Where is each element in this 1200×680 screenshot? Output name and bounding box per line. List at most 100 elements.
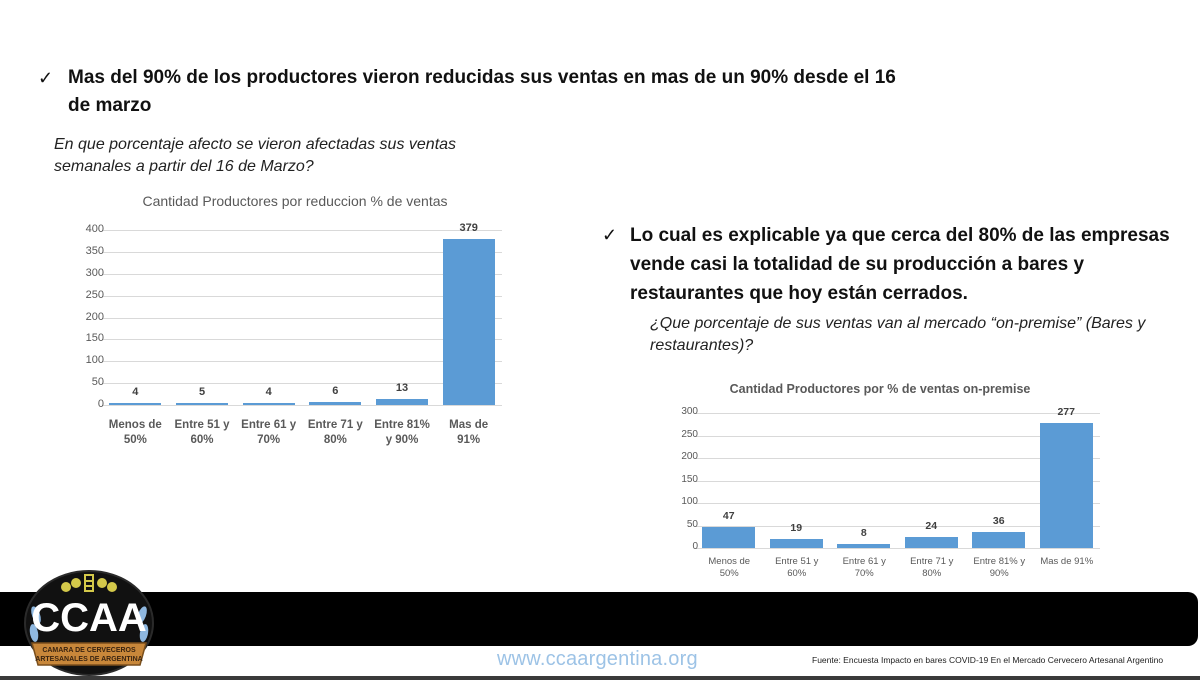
x-tick-label-line: Entre 81% [374,419,430,431]
y-tick-label: 200 [85,310,104,323]
y-tick-label: 300 [85,266,104,279]
x-tick-label: Entre 81% y 90% [369,418,435,448]
ccaa-logo: CCAA CAMARA DE CERVECEROS ARTESANALES DE… [20,565,158,677]
data-label: 47 [722,509,735,522]
headline-bullet-1: ✓ Mas del 90% de los productores vieron … [38,64,898,120]
headline-text-1: Mas del 90% de los productores vieron re… [68,67,896,116]
bar [109,403,162,405]
data-label: 5 [198,385,206,398]
gridline [102,339,502,341]
bar [837,544,891,548]
y-tick-label: 100 [681,496,698,507]
y-tick-label: 400 [85,223,104,235]
x-tick-label-line: Menos de [708,556,751,567]
x-tick-label-line: Entre 71 y [307,419,363,431]
gridline [102,295,502,297]
chart-sales-reduction: Cantidad Productores por reduccion % de … [60,190,510,450]
data-label: 6 [332,385,339,398]
gridline [102,317,502,319]
headline-bullet-2: ✓ Lo cual es explicable ya que cerca del… [602,221,1192,308]
x-tick-label-line: 50% [719,568,739,580]
footer-band [0,592,1198,646]
source-note: Fuente: Encuesta Impacto en bares COVID-… [812,655,1164,665]
x-tick-label: Entre 51 y 60% [169,418,235,448]
gridline [695,480,1100,482]
survey-question-1: En que porcentaje afecto se vieron afect… [54,136,457,175]
survey-question-2: ¿Que porcentaje de sus ventas van al mer… [650,315,1146,354]
data-label: 13 [395,382,409,395]
data-label: 4 [265,386,272,398]
x-tick-label-line: y 90% [385,433,419,446]
checkmark-icon: ✓ [38,68,54,88]
y-tick-label: 150 [85,332,104,345]
checkmark-icon: ✓ [602,225,618,245]
plot-area: 0 50 100 150 200 250 300 47 19 8 24 36 277 [681,406,1100,552]
x-tick-label-line: 80% [922,568,942,580]
x-tick-label-line: Entre 51 y [775,556,819,567]
data-label: 24 [925,520,938,533]
x-tick-label-line: Mas de [449,419,489,431]
x-tick-label-line: Entre 51 y [174,419,230,431]
y-tick-label: 0 [692,541,698,552]
bar [309,402,362,405]
svg-text:ARTESANALES DE ARGENTINA: ARTESANALES DE ARGENTINA [35,656,142,663]
svg-text:CCAA: CCAA [31,596,147,640]
x-tick-label-line: 70% [257,433,281,446]
gridline [102,383,502,385]
x-tick-label: Entre 61 y 70% [831,556,898,581]
x-tick-label: Menos de 50% [696,556,763,581]
x-tick-label: Entre 71 y 80% [302,418,368,448]
gridline [102,230,502,231]
x-tick-label-line: 70% [854,568,874,580]
y-tick-label: 250 [85,288,104,301]
bar [904,537,958,548]
y-tick-label: 350 [85,244,104,257]
bar [376,399,428,405]
gridline [695,525,1100,527]
x-tick-label-line: Entre 61 y [241,419,297,431]
y-tick-label: 200 [681,451,698,462]
gridline [695,548,1100,549]
gridline [102,273,502,275]
x-tick-label-line: Mas de 91% [1040,556,1094,567]
bar [442,239,495,405]
x-tick-label: Mas de 91% [436,418,502,448]
y-tick-label: 50 [91,376,104,389]
data-label: 8 [860,527,867,540]
gridline [695,435,1100,437]
footer-divider [0,676,1200,680]
y-tick-label: 300 [681,406,698,417]
x-tick-label-line: Entre 81% y [973,556,1026,567]
x-tick-label: Entre 51 y 60% [763,556,830,581]
x-tick-label-line: 60% [190,433,214,446]
x-tick-label: Menos de 50% [102,418,168,448]
x-tick-label: Entre 71 y 80% [898,556,965,581]
x-tick-label-line: 90% [989,568,1009,580]
data-label: 277 [1057,406,1075,419]
chart-on-premise-sales: Cantidad Productores por % de ventas on-… [655,375,1105,590]
y-tick-label: 150 [681,473,698,485]
gridline [695,503,1100,504]
data-label: 36 [992,514,1005,527]
bar [176,402,228,405]
y-tick-label: 250 [681,428,698,440]
gridline [695,458,1100,459]
bar [972,531,1026,548]
x-tick-label-line: Entre 71 y [910,556,954,567]
y-tick-label: 50 [686,518,698,530]
headline-text-2: Lo cual es explicable ya que cerca del 8… [630,225,1170,304]
bar [769,539,823,548]
website-link[interactable]: www.ccaargentina.org [497,648,698,670]
y-tick-label: 0 [97,398,104,410]
bar [242,403,295,405]
x-tick-label-line: 91% [457,433,481,446]
gridline [102,405,502,406]
gridline [102,361,502,363]
x-tick-label-line: 80% [323,433,347,446]
plot-area: 0 50 100 150 200 250 300 350 400 4 5 4 6 13 379 [86,222,502,410]
bar [702,526,756,548]
gridline [102,251,502,253]
x-tick-label: Entre 61 y 70% [236,418,302,448]
gridline [695,413,1100,414]
data-label: 379 [459,222,478,235]
